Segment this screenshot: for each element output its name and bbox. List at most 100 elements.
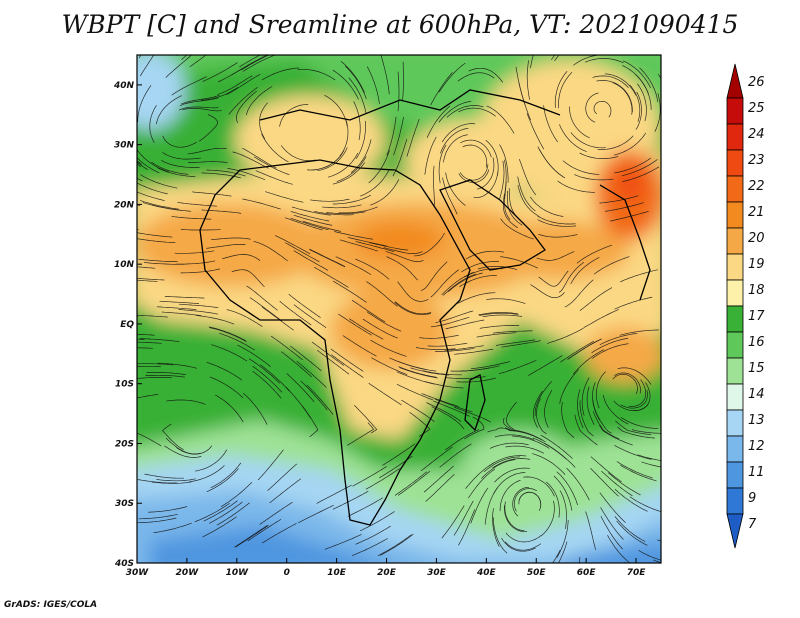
streamline xyxy=(280,145,316,161)
streamline xyxy=(440,127,469,154)
streamline xyxy=(298,504,334,524)
streamline xyxy=(579,287,613,311)
streamline xyxy=(347,422,375,446)
europe-coastline xyxy=(259,89,561,121)
streamline xyxy=(399,367,438,379)
streamline xyxy=(638,550,661,561)
streamline xyxy=(518,491,542,508)
streamline xyxy=(430,72,453,106)
streamline xyxy=(614,132,646,156)
lat-label: 20N xyxy=(114,200,135,210)
lat-label: 40N xyxy=(113,81,135,91)
streamline xyxy=(261,67,300,81)
streamline xyxy=(438,62,466,93)
colorbar-swatch xyxy=(726,97,744,125)
colorbar-swatch xyxy=(726,305,744,333)
streamline xyxy=(253,240,288,262)
streamline xyxy=(137,338,145,340)
streamline xyxy=(470,487,489,524)
streamline xyxy=(435,310,474,323)
streamline xyxy=(617,367,652,385)
streamline xyxy=(209,327,247,343)
streamline xyxy=(246,285,278,311)
streamline xyxy=(500,256,538,269)
colorbar-label: 12 xyxy=(748,439,765,454)
streamline xyxy=(657,539,661,542)
streamline xyxy=(614,296,653,310)
streamline xyxy=(385,251,424,262)
streamline xyxy=(382,443,416,466)
streamline xyxy=(585,511,596,550)
streamline xyxy=(137,426,162,447)
streamline xyxy=(424,136,437,175)
lon-label: 30E xyxy=(427,568,447,578)
lon-label: 20W xyxy=(176,568,200,578)
streamline xyxy=(137,347,153,349)
streamline xyxy=(284,217,323,231)
streamline xyxy=(182,108,222,112)
streamline xyxy=(517,176,536,212)
streamline xyxy=(579,152,619,159)
streamline xyxy=(600,515,623,550)
streamline xyxy=(302,220,342,232)
streamline xyxy=(495,339,536,346)
lon-label: 10W xyxy=(226,568,250,578)
streamline xyxy=(261,523,297,544)
streamline xyxy=(137,232,173,238)
streamline xyxy=(430,316,470,328)
streamline xyxy=(622,166,660,182)
streamline xyxy=(157,362,198,369)
streamline xyxy=(564,279,594,308)
streamline xyxy=(165,55,193,78)
colorbar-label: 26 xyxy=(748,75,765,90)
grads-credit: GrADS: IGES/COLA xyxy=(4,600,98,610)
streamline xyxy=(457,292,496,304)
streamline xyxy=(195,314,235,325)
streamline xyxy=(602,394,629,425)
streamline xyxy=(340,60,365,93)
colorbar-bottom-arrow xyxy=(726,513,744,549)
colorbar-label: 15 xyxy=(748,361,765,376)
streamline xyxy=(586,386,595,425)
streamline xyxy=(162,152,201,160)
streamline xyxy=(137,314,168,318)
streamline xyxy=(501,340,541,348)
streamline xyxy=(479,325,520,329)
streamline xyxy=(137,85,152,122)
streamline xyxy=(137,182,168,195)
colorbar-label: 22 xyxy=(748,179,765,194)
streamline xyxy=(226,309,263,327)
streamline xyxy=(222,254,261,261)
streamline xyxy=(628,379,647,407)
streamline xyxy=(215,394,244,423)
streamline xyxy=(285,386,311,419)
streamline xyxy=(592,343,629,359)
streamline xyxy=(485,139,499,176)
colorbar-label: 20 xyxy=(748,231,765,246)
streamline xyxy=(559,124,587,153)
streamline xyxy=(486,105,515,134)
streamline xyxy=(290,217,329,231)
streamline xyxy=(259,102,268,140)
streamline xyxy=(146,372,187,376)
streamline xyxy=(236,90,257,124)
streamline xyxy=(332,69,359,100)
temperature-shading xyxy=(137,55,661,563)
streamline xyxy=(406,118,420,157)
streamline xyxy=(534,381,552,417)
streamline xyxy=(439,443,472,468)
streamline xyxy=(576,244,613,264)
streamline xyxy=(290,211,330,222)
streamline xyxy=(601,470,633,497)
streamline xyxy=(297,68,336,81)
streamline xyxy=(570,132,606,149)
streamline xyxy=(545,481,560,518)
streamline xyxy=(228,87,258,115)
streamline xyxy=(165,437,201,455)
streamline xyxy=(351,299,386,323)
streamline xyxy=(610,210,649,222)
streamlines xyxy=(137,55,661,563)
streamline xyxy=(179,97,219,107)
streamline xyxy=(137,341,162,344)
